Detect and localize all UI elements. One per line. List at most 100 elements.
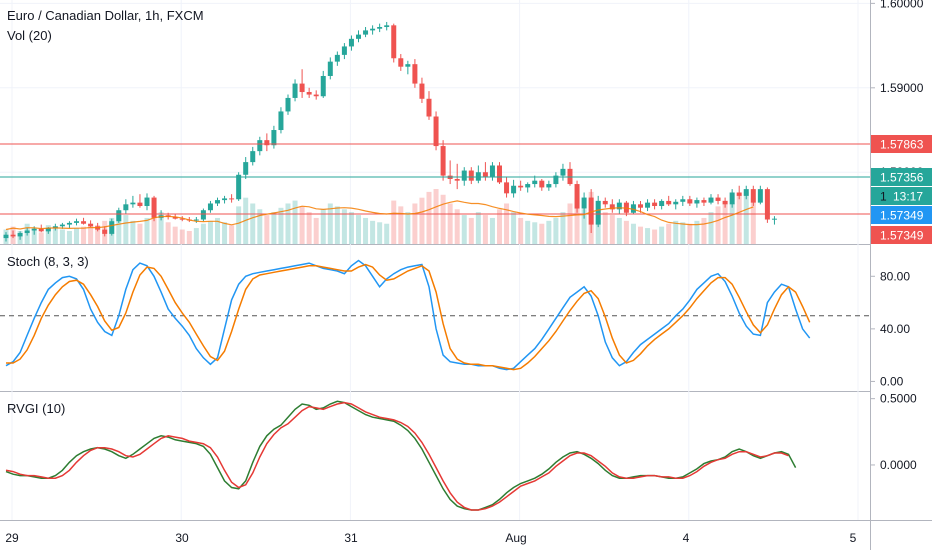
candle[interactable] [419, 77, 425, 104]
rvgi-label[interactable]: RVGI (10) [7, 401, 65, 416]
candle[interactable] [454, 163, 460, 190]
candle[interactable] [264, 133, 270, 152]
time-axis[interactable]: 29 30 31 Aug 4 5 [5, 531, 856, 545]
candle[interactable] [708, 194, 714, 205]
candle[interactable] [285, 94, 291, 115]
rvgi-signal-line[interactable] [5, 401, 789, 511]
candle[interactable] [52, 223, 58, 231]
stoch-label[interactable]: Stoch (8, 3, 3) [7, 254, 89, 269]
candle[interactable] [370, 25, 376, 35]
candle[interactable] [130, 195, 136, 208]
candle[interactable] [553, 172, 559, 188]
candle[interactable] [764, 187, 770, 223]
candle[interactable] [602, 197, 608, 208]
candle[interactable] [680, 195, 686, 207]
candlestick-series[interactable] [3, 21, 777, 242]
candle[interactable] [750, 185, 756, 207]
candle[interactable] [482, 162, 488, 181]
candle[interactable] [215, 197, 220, 207]
candle[interactable] [3, 232, 9, 242]
candle[interactable] [10, 230, 16, 239]
candle[interactable] [701, 197, 707, 207]
symbol-title[interactable]: Euro / Canadian Dollar, 1h, FXCM [7, 8, 204, 23]
candle[interactable] [88, 220, 94, 228]
candle[interactable] [468, 167, 474, 185]
candle[interactable] [426, 91, 432, 120]
candle[interactable] [137, 194, 143, 208]
candle[interactable] [645, 199, 651, 212]
candle[interactable] [440, 140, 446, 181]
candle[interactable] [757, 185, 763, 205]
candle[interactable] [673, 199, 679, 210]
rvgi-pane[interactable] [5, 400, 797, 511]
candle[interactable] [250, 146, 256, 166]
stoch-k-line[interactable] [5, 259, 811, 371]
candle[interactable] [384, 21, 390, 31]
candle[interactable] [525, 182, 531, 193]
candle[interactable] [271, 125, 277, 149]
volume-label[interactable]: Vol (20) [7, 28, 52, 43]
candle[interactable] [475, 165, 481, 184]
candle[interactable] [200, 208, 206, 222]
candle[interactable] [151, 195, 157, 222]
candle[interactable] [363, 27, 369, 38]
candle[interactable] [743, 185, 749, 200]
candle[interactable] [609, 199, 615, 213]
candle[interactable] [616, 199, 622, 215]
candle[interactable] [638, 200, 643, 213]
candle[interactable] [327, 57, 333, 80]
candle[interactable] [511, 179, 517, 198]
candle[interactable] [116, 207, 122, 223]
candle[interactable] [652, 199, 658, 210]
candle[interactable] [497, 162, 502, 185]
candle[interactable] [313, 90, 319, 100]
candle[interactable] [243, 157, 249, 179]
candle[interactable] [222, 195, 228, 204]
candle[interactable] [560, 163, 566, 181]
candle[interactable] [504, 177, 510, 198]
candle[interactable] [229, 194, 235, 203]
candle[interactable] [694, 197, 700, 208]
candle[interactable] [377, 23, 383, 33]
candle[interactable] [722, 197, 728, 208]
candle[interactable] [356, 30, 361, 43]
candle[interactable] [278, 107, 284, 134]
candle[interactable] [736, 185, 742, 200]
candle[interactable] [659, 199, 665, 210]
candle[interactable] [102, 226, 108, 237]
candle[interactable] [17, 231, 23, 240]
candle[interactable] [391, 23, 397, 63]
candle[interactable] [341, 43, 347, 60]
candle[interactable] [518, 180, 524, 191]
candle[interactable] [24, 227, 30, 236]
candle[interactable] [567, 162, 573, 186]
candle[interactable] [109, 218, 115, 236]
candle[interactable] [532, 175, 538, 188]
candle[interactable] [144, 193, 150, 211]
candle[interactable] [306, 87, 312, 98]
candle[interactable] [588, 189, 594, 234]
candle[interactable] [123, 199, 129, 214]
candle[interactable] [489, 162, 495, 181]
candle[interactable] [398, 54, 404, 71]
candle[interactable] [539, 178, 545, 191]
stochastic-pane[interactable] [0, 259, 870, 371]
candle[interactable] [74, 218, 79, 226]
stoch-d-line[interactable] [6, 263, 811, 371]
candle[interactable] [595, 195, 601, 228]
candle[interactable] [348, 35, 354, 51]
candle[interactable] [193, 216, 199, 223]
candle[interactable] [405, 60, 411, 75]
candle[interactable] [666, 195, 672, 207]
candle[interactable] [715, 194, 721, 205]
candle[interactable] [299, 69, 305, 98]
candle[interactable] [461, 167, 467, 186]
candle[interactable] [630, 200, 636, 215]
candle[interactable] [574, 180, 580, 213]
candle[interactable] [66, 221, 72, 228]
candle[interactable] [546, 180, 552, 191]
candle[interactable] [257, 136, 263, 156]
candle[interactable] [334, 51, 340, 66]
